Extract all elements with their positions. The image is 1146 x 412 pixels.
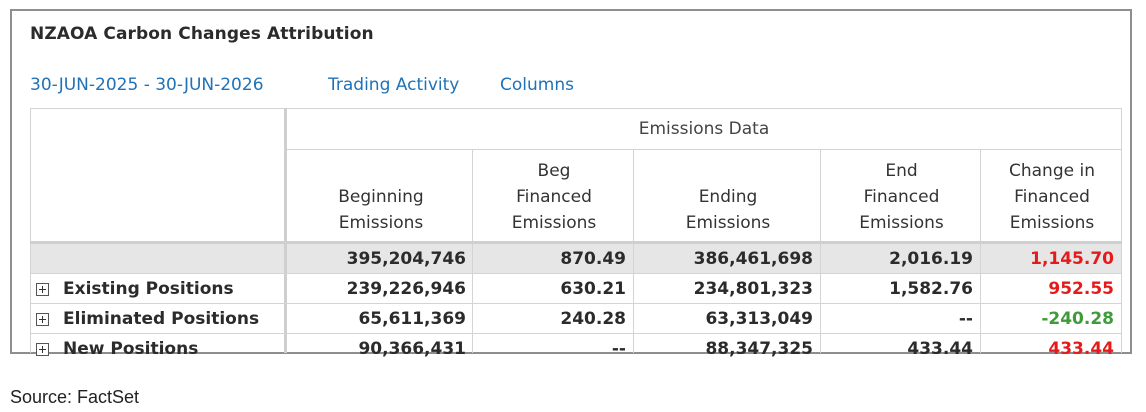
table-cell: 433.44 xyxy=(1048,339,1114,359)
trading-activity-link[interactable]: Trading Activity xyxy=(328,75,460,95)
table-cell: 433.44 xyxy=(907,339,973,359)
divider xyxy=(30,241,1122,244)
group-header: Emissions Data xyxy=(638,118,770,139)
divider xyxy=(30,303,1122,304)
expand-plus-icon[interactable] xyxy=(36,312,49,326)
date-range-link[interactable]: 30-JUN-2025 - 30-JUN-2026 xyxy=(30,75,264,95)
row-label: Existing Positions xyxy=(63,279,234,299)
divider xyxy=(472,149,473,353)
emissions-table: Emissions Data Beginning Emissions Beg F… xyxy=(30,108,1122,359)
total-change-financed-emissions: 1,145.70 xyxy=(1030,249,1114,269)
attribution-panel: NZAOA Carbon Changes Attribution 30-JUN-… xyxy=(10,9,1132,359)
column-header-beg-financed-emissions[interactable]: Beg Financed Emissions xyxy=(511,161,597,233)
column-header-beginning-emissions[interactable]: Beginning Emissions xyxy=(338,187,424,233)
row-label: Eliminated Positions xyxy=(63,309,260,329)
total-beg-financed-emissions: 870.49 xyxy=(560,249,626,269)
table-cell: 63,313,049 xyxy=(705,309,813,329)
table-cell: -240.28 xyxy=(1041,309,1114,329)
table-cell: -- xyxy=(611,339,626,359)
total-end-financed-emissions: 2,016.19 xyxy=(889,249,973,269)
divider xyxy=(30,333,1122,334)
table-cell: 90,366,431 xyxy=(358,339,466,359)
total-ending-emissions: 386,461,698 xyxy=(693,249,813,269)
columns-link[interactable]: Columns xyxy=(500,75,574,95)
table-cell: 952.55 xyxy=(1048,279,1114,299)
expand-plus-icon[interactable] xyxy=(36,342,49,356)
divider xyxy=(820,149,821,353)
table-cell: 1,582.76 xyxy=(889,279,973,299)
table-cell: 65,611,369 xyxy=(358,309,466,329)
table-cell: 240.28 xyxy=(560,309,626,329)
column-header-change-financed-emissions[interactable]: Change in Financed Emissions xyxy=(1009,161,1095,233)
column-header-ending-emissions[interactable]: Ending Emissions xyxy=(685,187,771,233)
divider xyxy=(30,108,31,353)
divider xyxy=(980,149,981,353)
table-row[interactable]: Existing Positions xyxy=(36,274,234,304)
expand-plus-icon[interactable] xyxy=(36,282,49,296)
divider xyxy=(284,108,287,353)
divider xyxy=(633,149,634,353)
divider xyxy=(30,273,1122,274)
table-cell: 239,226,946 xyxy=(346,279,466,299)
table-row[interactable]: New Positions xyxy=(36,334,198,364)
table-cell: -- xyxy=(958,309,973,329)
table-cell: 234,801,323 xyxy=(693,279,813,299)
table-cell: 88,347,325 xyxy=(705,339,813,359)
table-row[interactable]: Eliminated Positions xyxy=(36,304,259,334)
source-caption: Source: FactSet xyxy=(10,387,140,407)
table-border xyxy=(30,108,1122,109)
total-beginning-emissions: 395,204,746 xyxy=(346,249,466,269)
divider xyxy=(286,149,1122,150)
table-cell: 630.21 xyxy=(560,279,626,299)
totals-row xyxy=(30,244,1122,273)
page-title: NZAOA Carbon Changes Attribution xyxy=(30,24,374,44)
column-header-end-financed-emissions[interactable]: End Financed Emissions xyxy=(859,161,944,233)
divider xyxy=(1121,108,1122,353)
row-label: New Positions xyxy=(63,339,199,359)
